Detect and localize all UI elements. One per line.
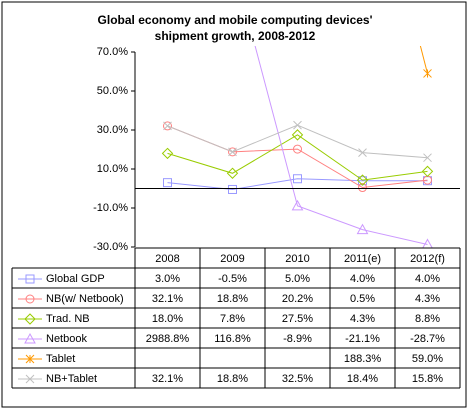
table-value: -8.9% [283, 333, 312, 345]
y-tick-label: -10.0% [93, 202, 128, 214]
marker [161, 147, 174, 160]
x-tick-label: 2009 [220, 253, 244, 265]
table-value: 18.8% [217, 373, 248, 385]
table-value: 0.5% [350, 293, 375, 305]
legend-label: NB(w/ Netbook) [46, 293, 124, 305]
legend-marker [25, 374, 35, 384]
marker [228, 147, 237, 157]
table-value: 18.8% [217, 293, 248, 305]
table-value: 32.1% [152, 293, 183, 305]
y-tick-label: 30.0% [97, 124, 128, 136]
marker [356, 223, 369, 235]
marker [163, 121, 172, 131]
marker [163, 121, 172, 131]
legend-label: Global GDP [46, 273, 105, 285]
legend-marker [24, 332, 36, 344]
legend-label: Trad. NB [46, 313, 90, 325]
table-value: 4.0% [415, 273, 440, 285]
legend-marker [25, 354, 35, 364]
table-value: 4.0% [350, 273, 375, 285]
plot-area [161, 46, 434, 248]
x-tick-label: 2012(f) [410, 253, 445, 265]
table-value: 116.8% [214, 333, 251, 345]
marker [358, 183, 367, 193]
x-tick-label: 2008 [155, 253, 179, 265]
table-value: 8.8% [415, 313, 440, 325]
marker [293, 174, 302, 184]
table-value: 2988.8% [146, 333, 190, 345]
table-value: 5.0% [285, 273, 310, 285]
marker [228, 147, 237, 157]
table-value: 32.5% [282, 373, 313, 385]
legend-label: NB+Tablet [46, 373, 97, 385]
table-value: 4.3% [415, 293, 440, 305]
series-line [254, 46, 428, 245]
marker [226, 167, 239, 179]
x-tick-label: 2010 [285, 253, 309, 265]
table-value: 20.2% [282, 293, 313, 305]
marker [423, 153, 432, 163]
y-tick-label: -30.0% [93, 241, 128, 253]
legend-marker [24, 313, 36, 325]
marker [358, 148, 367, 157]
x-tick-label: 2011(e) [344, 253, 381, 265]
y-tick-label: 10.0% [97, 163, 128, 175]
chart-title: Global economy and mobile computing devi… [97, 13, 373, 43]
table-value: -0.5% [218, 273, 247, 285]
marker [422, 238, 433, 248]
marker [356, 174, 369, 186]
marker [293, 144, 302, 154]
table-value: 4.3% [350, 313, 375, 325]
marker [228, 184, 237, 194]
table-value: -21.1% [345, 333, 380, 345]
marker [421, 165, 434, 178]
legend-marker [25, 274, 35, 284]
table-value: 18.0% [152, 313, 183, 325]
y-tick-label: 70.0% [97, 46, 128, 58]
table-value: 3.0% [155, 273, 180, 285]
marker [293, 120, 302, 130]
marker [291, 199, 304, 211]
marker [291, 129, 304, 141]
table-value: 27.5% [282, 313, 313, 325]
legend-marker [25, 294, 35, 304]
marker [423, 69, 432, 78]
table-value: -28.7% [410, 333, 445, 345]
y-tick-label: 50.0% [97, 85, 128, 97]
table-value: 7.8% [220, 313, 245, 325]
table-value: 18.4% [347, 373, 378, 385]
series-line [167, 134, 428, 181]
legend-label: Netbook [46, 333, 87, 345]
table-value: 188.3% [344, 353, 382, 365]
table-value: 15.8% [412, 373, 443, 385]
legend-label: Tablet [46, 353, 75, 365]
table-value: 59.0% [412, 353, 443, 365]
table-value: 32.1% [152, 373, 183, 385]
marker [163, 178, 172, 188]
series-line [167, 178, 428, 190]
